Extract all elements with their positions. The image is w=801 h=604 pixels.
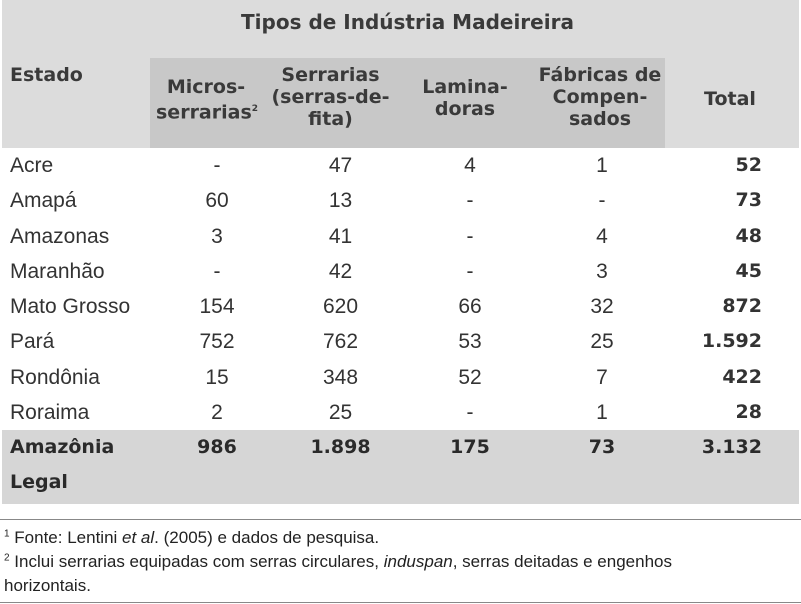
cell-total: 422 bbox=[722, 365, 762, 388]
cell-micro: 752 bbox=[199, 330, 235, 354]
footnote-2-line2: horizontais. bbox=[4, 576, 91, 595]
table-row: Pará 752 762 53 25 1.592 bbox=[2, 324, 799, 359]
header-serrarias: Serrarias (serras-de- fita) bbox=[271, 64, 390, 130]
cell-laminadoras: - bbox=[466, 189, 474, 213]
cell-serrarias: 348 bbox=[322, 365, 359, 389]
notes-top-rule bbox=[0, 519, 801, 520]
table-row: Maranhão - 42 - 3 45 bbox=[2, 254, 799, 289]
cell-total: 1.592 bbox=[701, 330, 762, 353]
cell-serrarias: 25 bbox=[328, 400, 353, 424]
footnote-2-text-b: , serras deitadas e engenhos bbox=[452, 552, 672, 571]
footer-micro: 986 bbox=[197, 436, 237, 458]
cell-state: Amazonas bbox=[10, 224, 110, 248]
cell-serrarias: 41 bbox=[328, 224, 353, 248]
footer-fabricas: 73 bbox=[588, 436, 616, 458]
cell-fabricas: 32 bbox=[590, 295, 614, 318]
cell-state: Acre bbox=[10, 154, 54, 177]
cell-total: 45 bbox=[735, 259, 762, 282]
cell-total: 48 bbox=[735, 224, 762, 247]
group-title: Tipos de Indústria Madeireira bbox=[241, 10, 574, 34]
cell-state: Amapá bbox=[10, 189, 77, 213]
cell-micro: 60 bbox=[205, 189, 229, 213]
table-row: Acre - 47 4 1 52 bbox=[2, 148, 799, 183]
footnote-1-mark: 1 bbox=[4, 528, 10, 540]
cell-total: 28 bbox=[735, 400, 762, 423]
table-footer-row: Amazônia 986 1.898 175 73 3.132 bbox=[2, 430, 799, 465]
cell-state: Mato Grosso bbox=[10, 295, 131, 318]
footer-band bbox=[2, 430, 799, 504]
footnote-2-italic: induspan bbox=[383, 552, 453, 571]
footer-state: Amazônia bbox=[10, 436, 115, 458]
cell-laminadoras: - bbox=[466, 400, 474, 424]
cell-serrarias: 42 bbox=[328, 259, 353, 283]
footnote-1-text-a: Fonte: Lentini bbox=[9, 528, 123, 547]
cell-total: 872 bbox=[722, 295, 762, 317]
footnote-1-italic: et al bbox=[122, 528, 155, 547]
header-subband bbox=[150, 58, 665, 148]
footnote-1: 1 Fonte: Lentini et al. (2005) e dados d… bbox=[4, 528, 379, 548]
footer-state-line2: Legal bbox=[10, 471, 68, 493]
cell-laminadoras: 4 bbox=[464, 154, 476, 177]
cell-laminadoras: 53 bbox=[458, 330, 482, 354]
footer-serrarias: 1.898 bbox=[310, 436, 371, 458]
header-micro-label: Micros- serrarias bbox=[156, 76, 252, 124]
cell-laminadoras: - bbox=[466, 259, 474, 283]
cell-fabricas: 1 bbox=[596, 154, 608, 177]
footnote-1-text-b: . (2005) e dados de pesquisa. bbox=[154, 528, 380, 547]
cell-state: Rondônia bbox=[10, 365, 100, 389]
header-micro-ref: 2 bbox=[251, 104, 259, 114]
table-row: Mato Grosso 154 620 66 32 872 bbox=[2, 289, 799, 324]
header-laminadoras: Lamina- doras bbox=[422, 76, 508, 120]
footnote-2: 2 Inclui serrarias equipadas com serras … bbox=[4, 552, 672, 572]
cell-micro: 3 bbox=[211, 224, 223, 248]
cell-micro: 2 bbox=[211, 400, 223, 424]
cell-micro: 154 bbox=[199, 295, 235, 318]
footnote-2-text-a: Inclui serrarias equipadas com serras ci… bbox=[9, 552, 384, 571]
cell-fabricas: 7 bbox=[596, 365, 608, 389]
cell-micro: 15 bbox=[205, 365, 229, 389]
header-fabricas: Fábricas de Compen- sados bbox=[538, 64, 662, 130]
cell-serrarias: 620 bbox=[322, 295, 359, 318]
table-row: Rondônia 15 348 52 7 422 bbox=[2, 360, 799, 395]
footer-laminadoras: 175 bbox=[450, 436, 490, 458]
table-row: Amapá 60 13 - - 73 bbox=[2, 183, 799, 218]
cell-fabricas: 1 bbox=[596, 400, 608, 424]
footnote-2-mark: 2 bbox=[4, 552, 10, 564]
cell-state: Roraima bbox=[10, 400, 90, 424]
cell-state: Pará bbox=[10, 330, 55, 354]
cell-fabricas: 25 bbox=[590, 330, 614, 354]
table-row: Amazonas 3 41 - 4 48 bbox=[2, 219, 799, 254]
cell-micro: - bbox=[213, 259, 221, 283]
notes-bottom-rule bbox=[0, 602, 801, 603]
header-state: Estado bbox=[10, 64, 83, 86]
cell-serrarias: 47 bbox=[328, 154, 353, 177]
cell-laminadoras: - bbox=[466, 224, 474, 248]
cell-laminadoras: 66 bbox=[458, 295, 482, 318]
cell-fabricas: 3 bbox=[596, 259, 608, 283]
cell-total: 52 bbox=[735, 154, 762, 176]
header-total: Total bbox=[704, 88, 756, 110]
table-row: Roraima 2 25 - 1 28 bbox=[2, 395, 799, 430]
cell-micro: - bbox=[213, 154, 221, 177]
cell-total: 73 bbox=[735, 189, 762, 212]
cell-fabricas: 4 bbox=[596, 224, 608, 248]
cell-laminadoras: 52 bbox=[458, 365, 482, 389]
footer-total: 3.132 bbox=[701, 436, 762, 458]
header-micro: Micros- serrarias2 bbox=[156, 76, 259, 124]
cell-serrarias: 762 bbox=[322, 330, 359, 354]
cell-state: Maranhão bbox=[10, 259, 105, 283]
cell-fabricas: - bbox=[598, 189, 606, 213]
cell-serrarias: 13 bbox=[328, 189, 353, 213]
